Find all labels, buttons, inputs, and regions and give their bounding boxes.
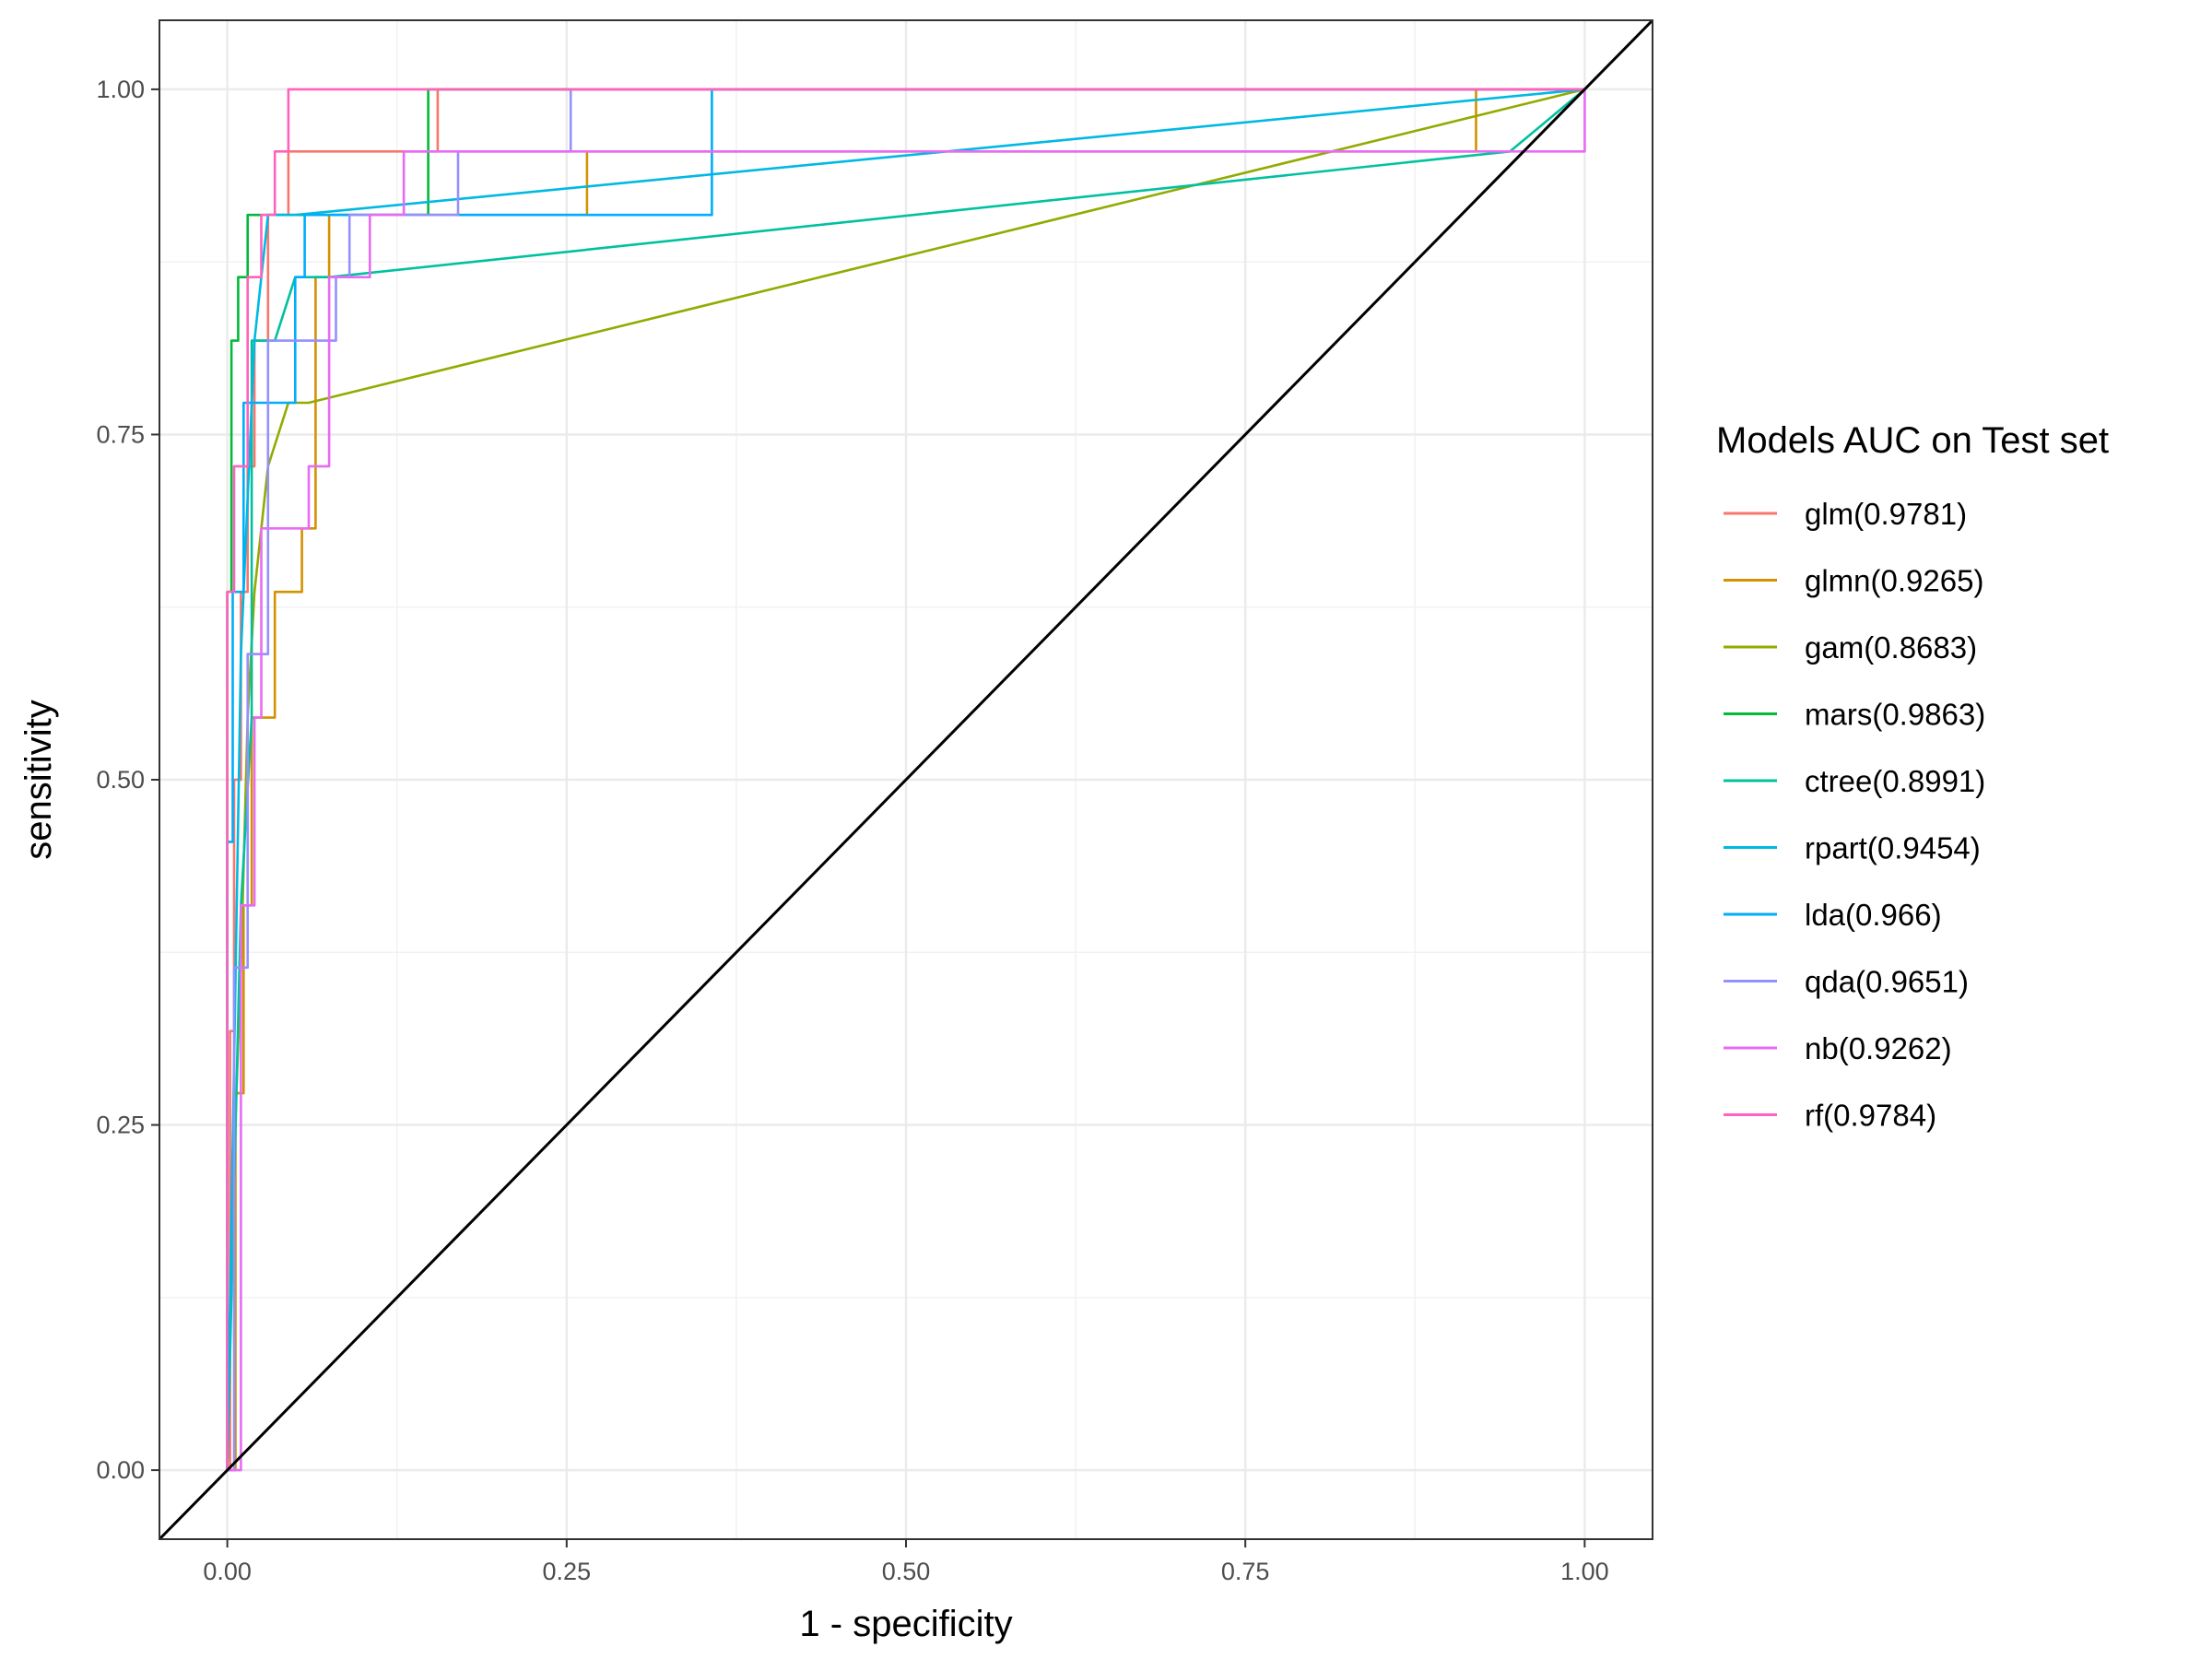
roc-curve-nb: [227, 88, 1586, 1472]
x-tick-label: 0.75: [1221, 1558, 1270, 1585]
y-axis-title: sensitivity: [18, 700, 59, 859]
legend-label: rpart(0.9454): [1805, 831, 1981, 865]
roc-curve-ctree: [226, 88, 1586, 1471]
roc-curve-rf: [226, 88, 1585, 1471]
legend: Models AUC on Test set glm(0.9781) glmn(0…: [1716, 420, 2109, 1133]
x-tick-label: 0.25: [543, 1558, 592, 1585]
legend-label: glmn(0.9265): [1805, 564, 1983, 598]
legend-label: nb(0.9262): [1805, 1031, 1952, 1065]
legend-label: lda(0.966): [1805, 898, 1942, 932]
legend-title: Models AUC on Test set: [1716, 420, 2109, 461]
y-tick-label: 0.75: [96, 420, 145, 448]
legend-label: qda(0.9651): [1805, 965, 1969, 999]
roc-curve-lda: [226, 88, 1585, 1471]
legend-label: rf(0.9784): [1805, 1099, 1936, 1133]
legend-label: ctree(0.8991): [1805, 764, 1985, 798]
x-tick-label: 0.50: [882, 1558, 931, 1585]
legend-label: gam(0.8683): [1805, 630, 1977, 665]
x-axis-title: 1 - specificity: [799, 1604, 1012, 1644]
y-tick-label: 0.25: [96, 1112, 145, 1139]
y-tick-label: 0.50: [96, 766, 145, 794]
y-tick-label: 0.00: [96, 1456, 145, 1484]
legend-label: glm(0.9781): [1805, 497, 1967, 531]
y-axis-ticks: 0.00 0.25 0.50 0.75 1.00: [96, 76, 159, 1484]
legend-label: mars(0.9863): [1805, 698, 1985, 732]
x-axis-ticks: 0.00 0.25 0.50 0.75 1.00: [203, 1539, 1609, 1585]
x-tick-label: 1.00: [1560, 1558, 1609, 1585]
x-tick-label: 0.00: [203, 1558, 252, 1585]
y-tick-label: 1.00: [96, 76, 145, 103]
series-layer: [226, 88, 1586, 1472]
reference-diagonal-line: [158, 18, 1654, 1541]
